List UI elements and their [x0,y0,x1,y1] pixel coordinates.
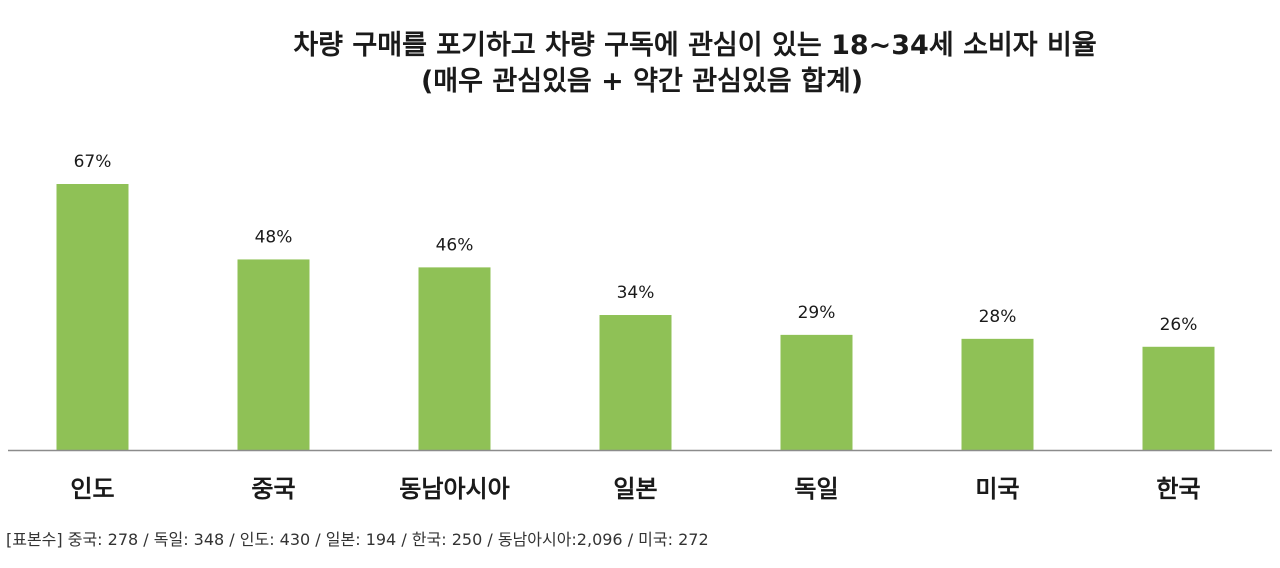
bar-4 [780,334,853,450]
category-label-6: 한국 [1156,475,1200,503]
chart-subtitle: (매우 관심있음 + 약간 관심있음 합계) [420,66,864,97]
data-label-6: 26% [1160,315,1198,335]
data-label-3: 34% [617,283,655,303]
bar-2 [418,267,491,450]
category-label-4: 독일 [794,475,838,503]
data-label-5: 28% [979,307,1017,327]
sample-size-footnote: [표본수] 중국: 278 / 독일: 348 / 인도: 430 / 일본: … [6,530,709,549]
bar-6 [1142,346,1215,450]
category-label-0: 인도 [70,475,114,503]
data-label-1: 48% [255,227,293,247]
category-label-2: 동남아시아 [399,475,509,503]
bar-5 [961,338,1034,450]
bar-0 [56,184,129,450]
bar-3 [599,315,672,450]
category-label-3: 일본 [613,475,657,503]
bar-1 [237,259,310,450]
data-label-4: 29% [798,303,836,323]
bars-group: 67% 인도 48% 중국 46% 동남아시아 34% 일본 29% 독일 28% 미국 26% 한국 [56,152,1215,503]
chart-title: 차량 구매를 포기하고 차량 구독에 관심이 있는 18~34세 소비자 비율 [293,30,1097,61]
data-label-0: 67% [74,152,112,172]
category-label-1: 중국 [251,475,295,503]
category-label-5: 미국 [975,475,1019,503]
data-label-2: 46% [436,235,474,255]
